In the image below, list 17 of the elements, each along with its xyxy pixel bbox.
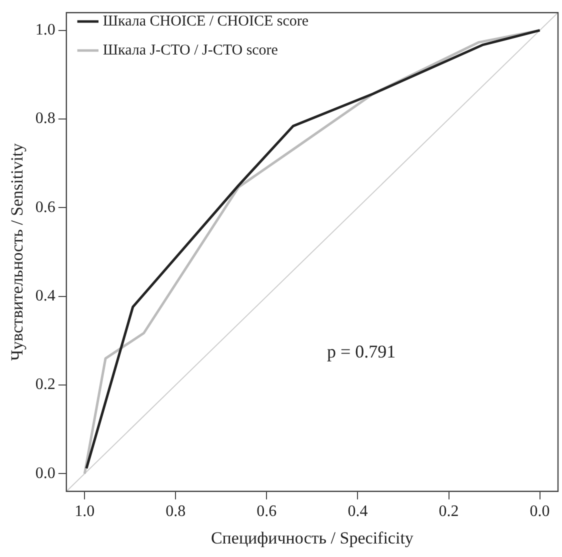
y-tick-label: 1.0 (35, 22, 56, 39)
x-tick-label: 0.0 (530, 503, 550, 520)
x-tick-label: 1.0 (74, 503, 95, 520)
y-tick-label: 0.2 (35, 376, 56, 394)
x-axis-title: Специфичность / Specificity (210, 528, 414, 548)
legend-label: Шкала J-CTO / J-CTO score (102, 42, 278, 58)
y-tick-label: 0.4 (35, 288, 56, 305)
y-tick-label: 0.6 (35, 198, 56, 216)
y-axis-title: Чувствительность / Sensitivity (8, 142, 27, 361)
legend-label: Шкала CHOICE / CHOICE score (102, 13, 309, 30)
annotation: p = 0.791 (327, 341, 396, 362)
x-tick-label: 0.4 (348, 503, 368, 520)
x-tick-label: 0.8 (166, 503, 186, 520)
y-tick-label: 0.0 (35, 464, 56, 482)
y-tick-label: 0.8 (35, 110, 56, 128)
x-tick-label: 0.2 (438, 503, 459, 520)
x-tick-label: 0.6 (256, 503, 277, 520)
